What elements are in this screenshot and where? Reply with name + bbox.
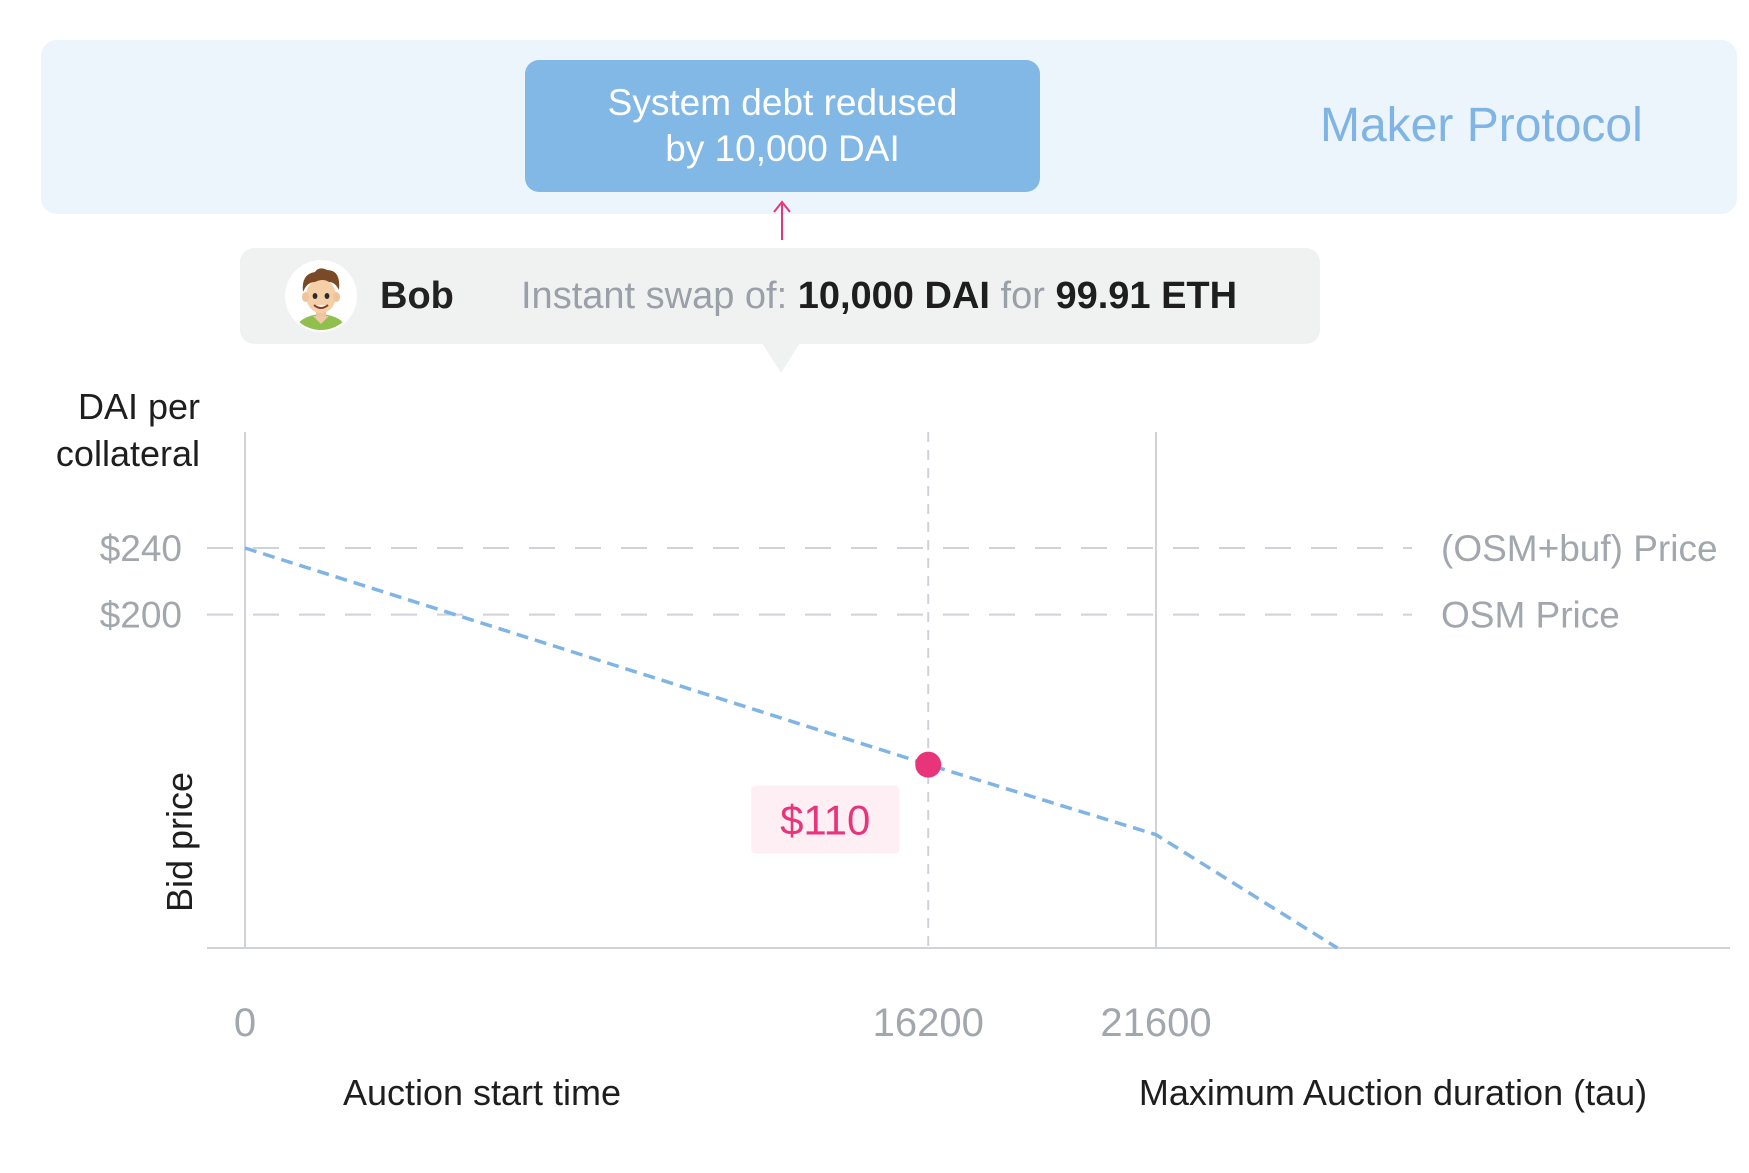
swap-amount-dai: 10,000 DAI (797, 275, 990, 317)
x-tick-label-2: 21600 (1100, 1001, 1211, 1045)
maker-protocol-label: Maker Protocol (1320, 99, 1643, 152)
y-reference-label-1: OSM Price (1441, 595, 1620, 636)
y-title-line-1: DAI per (78, 386, 200, 427)
bid-price-label: $110 (780, 797, 870, 844)
swap-prefix: Instant swap of: (521, 275, 788, 317)
y-rotated-label: Bid price (159, 772, 200, 912)
x-tick-label-1: 16200 (873, 1001, 984, 1045)
bob-avatar-icon (285, 260, 357, 332)
bid-point (915, 751, 942, 778)
y-reference-label-0: (OSM+buf) Price (1441, 528, 1718, 569)
swap-description: Instant swap of: 10,000 DAI for 99.91 ET… (521, 275, 1237, 318)
y-title-line-2: collateral (56, 433, 200, 474)
debt-line-2: by 10,000 DAI (665, 128, 900, 169)
y-tick-label-1: $200 (100, 595, 182, 636)
x-caption-0: Auction start time (343, 1072, 621, 1113)
debt-arrow-head (773, 200, 791, 213)
swap-amount-eth: 99.91 ETH (1055, 275, 1238, 317)
x-tick-label-0: 0 (234, 1001, 256, 1045)
y-tick-label-0: $240 (100, 528, 182, 569)
series-layer (244, 546, 1339, 950)
bid-price-line-0 (244, 546, 1339, 950)
x-tick-layer: 0 Auction start time 16200 21600 Maximum Auc… (234, 1001, 1647, 1113)
swap-connector: for (1000, 275, 1045, 317)
debt-line-1: System debt redused (607, 82, 958, 123)
y-tick-layer: $240 (OSM+buf) Price $200 OSM Price (100, 528, 1718, 636)
grid-layer (207, 432, 1730, 949)
bid-price-badge (751, 785, 900, 854)
swap-bubble (240, 248, 1320, 344)
highlight-layer: $110 (751, 751, 942, 854)
swap-bubble-tail (762, 343, 800, 373)
x-caption-2: Maximum Auction duration (tau) (1139, 1072, 1647, 1113)
system-debt-box: System debt redused by 10,000 DAI (525, 60, 1040, 192)
swap-user-name: Bob (380, 275, 454, 317)
